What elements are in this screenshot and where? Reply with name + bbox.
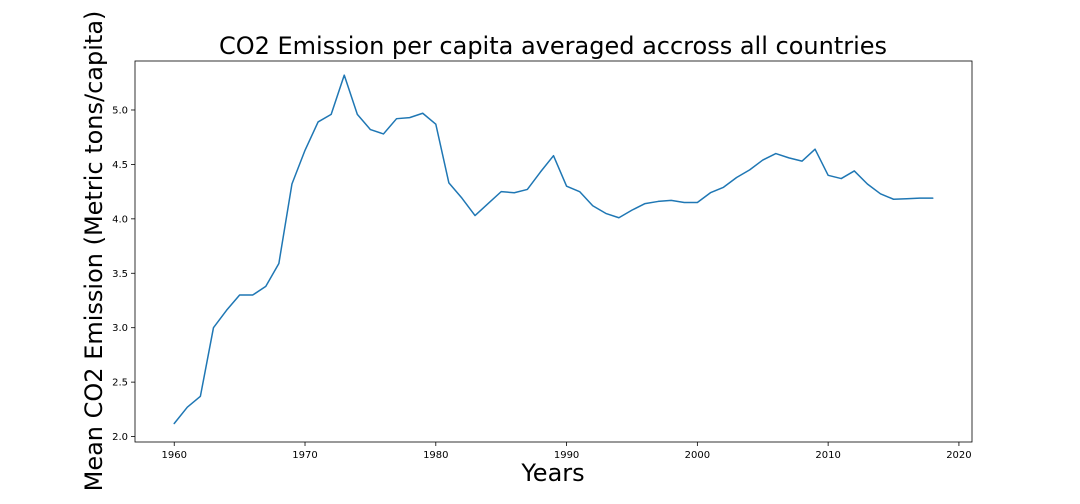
plot-frame [134, 60, 973, 443]
y-tick-label: 2.0 [112, 432, 128, 443]
y-axis-label: Mean CO2 Emission (Metric tons/capita) [80, 11, 108, 492]
y-tick-label: 4.0 [112, 214, 128, 225]
x-tick-label: 1990 [554, 450, 579, 461]
x-tick-label: 1980 [423, 450, 448, 461]
x-axis-label: Years [520, 459, 584, 487]
plot-area: 1960 1970 1980 1990 2000 2010 2020 2.0 2.5 3.0 3.5… [112, 60, 973, 461]
y-tick-label: 2.5 [112, 378, 128, 389]
series-line [173, 74, 934, 425]
y-tick-label: 3.0 [112, 323, 128, 334]
x-tick-label: 1970 [292, 450, 317, 461]
x-tick-label: 2020 [946, 450, 971, 461]
x-tick-label: 2010 [815, 450, 840, 461]
x-tick-label: 2000 [685, 450, 710, 461]
y-tick-label: 5.0 [112, 105, 128, 116]
y-tick-label: 4.5 [112, 160, 128, 171]
chart-title: CO2 Emission per capita averaged accross… [219, 32, 887, 60]
y-tick-label: 3.5 [112, 269, 128, 280]
x-tick-label: 1960 [162, 450, 187, 461]
